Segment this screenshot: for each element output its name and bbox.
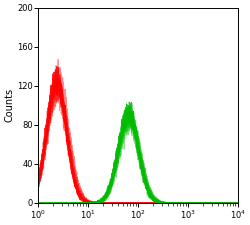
Y-axis label: Counts: Counts — [4, 88, 14, 122]
